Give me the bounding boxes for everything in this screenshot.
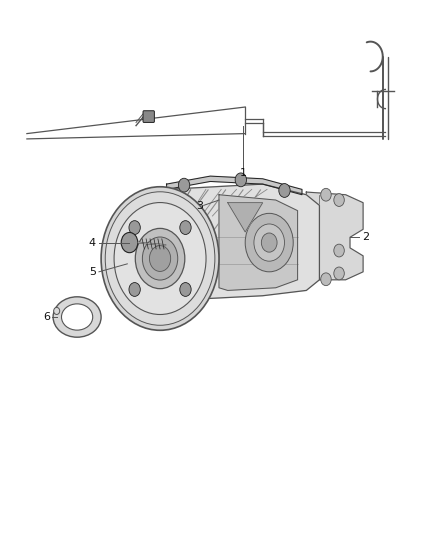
Circle shape (105, 192, 215, 325)
Ellipse shape (54, 308, 60, 314)
Circle shape (129, 221, 140, 235)
Polygon shape (166, 176, 302, 195)
Circle shape (245, 213, 293, 272)
Circle shape (129, 282, 140, 296)
FancyBboxPatch shape (143, 111, 154, 123)
Polygon shape (166, 184, 319, 298)
Polygon shape (219, 195, 297, 290)
Polygon shape (228, 203, 263, 232)
Text: 6: 6 (43, 312, 50, 322)
Ellipse shape (53, 297, 101, 337)
Circle shape (101, 187, 219, 330)
Text: 4: 4 (89, 238, 96, 247)
Ellipse shape (61, 304, 93, 330)
Circle shape (178, 178, 190, 192)
Circle shape (114, 203, 206, 314)
Circle shape (235, 173, 247, 187)
Circle shape (180, 282, 191, 296)
Text: 5: 5 (89, 267, 96, 277)
Circle shape (135, 228, 185, 289)
Text: 3: 3 (196, 201, 203, 212)
Circle shape (180, 221, 191, 235)
Circle shape (321, 273, 331, 286)
Text: 1: 1 (240, 168, 247, 179)
Circle shape (254, 224, 285, 261)
Circle shape (121, 232, 138, 253)
Polygon shape (306, 192, 363, 280)
Circle shape (321, 188, 331, 201)
Circle shape (142, 237, 178, 280)
Circle shape (334, 193, 344, 206)
Circle shape (261, 233, 277, 252)
Text: 2: 2 (362, 232, 369, 243)
Circle shape (334, 267, 344, 280)
Circle shape (149, 246, 171, 271)
Circle shape (334, 244, 344, 257)
Circle shape (279, 183, 290, 197)
